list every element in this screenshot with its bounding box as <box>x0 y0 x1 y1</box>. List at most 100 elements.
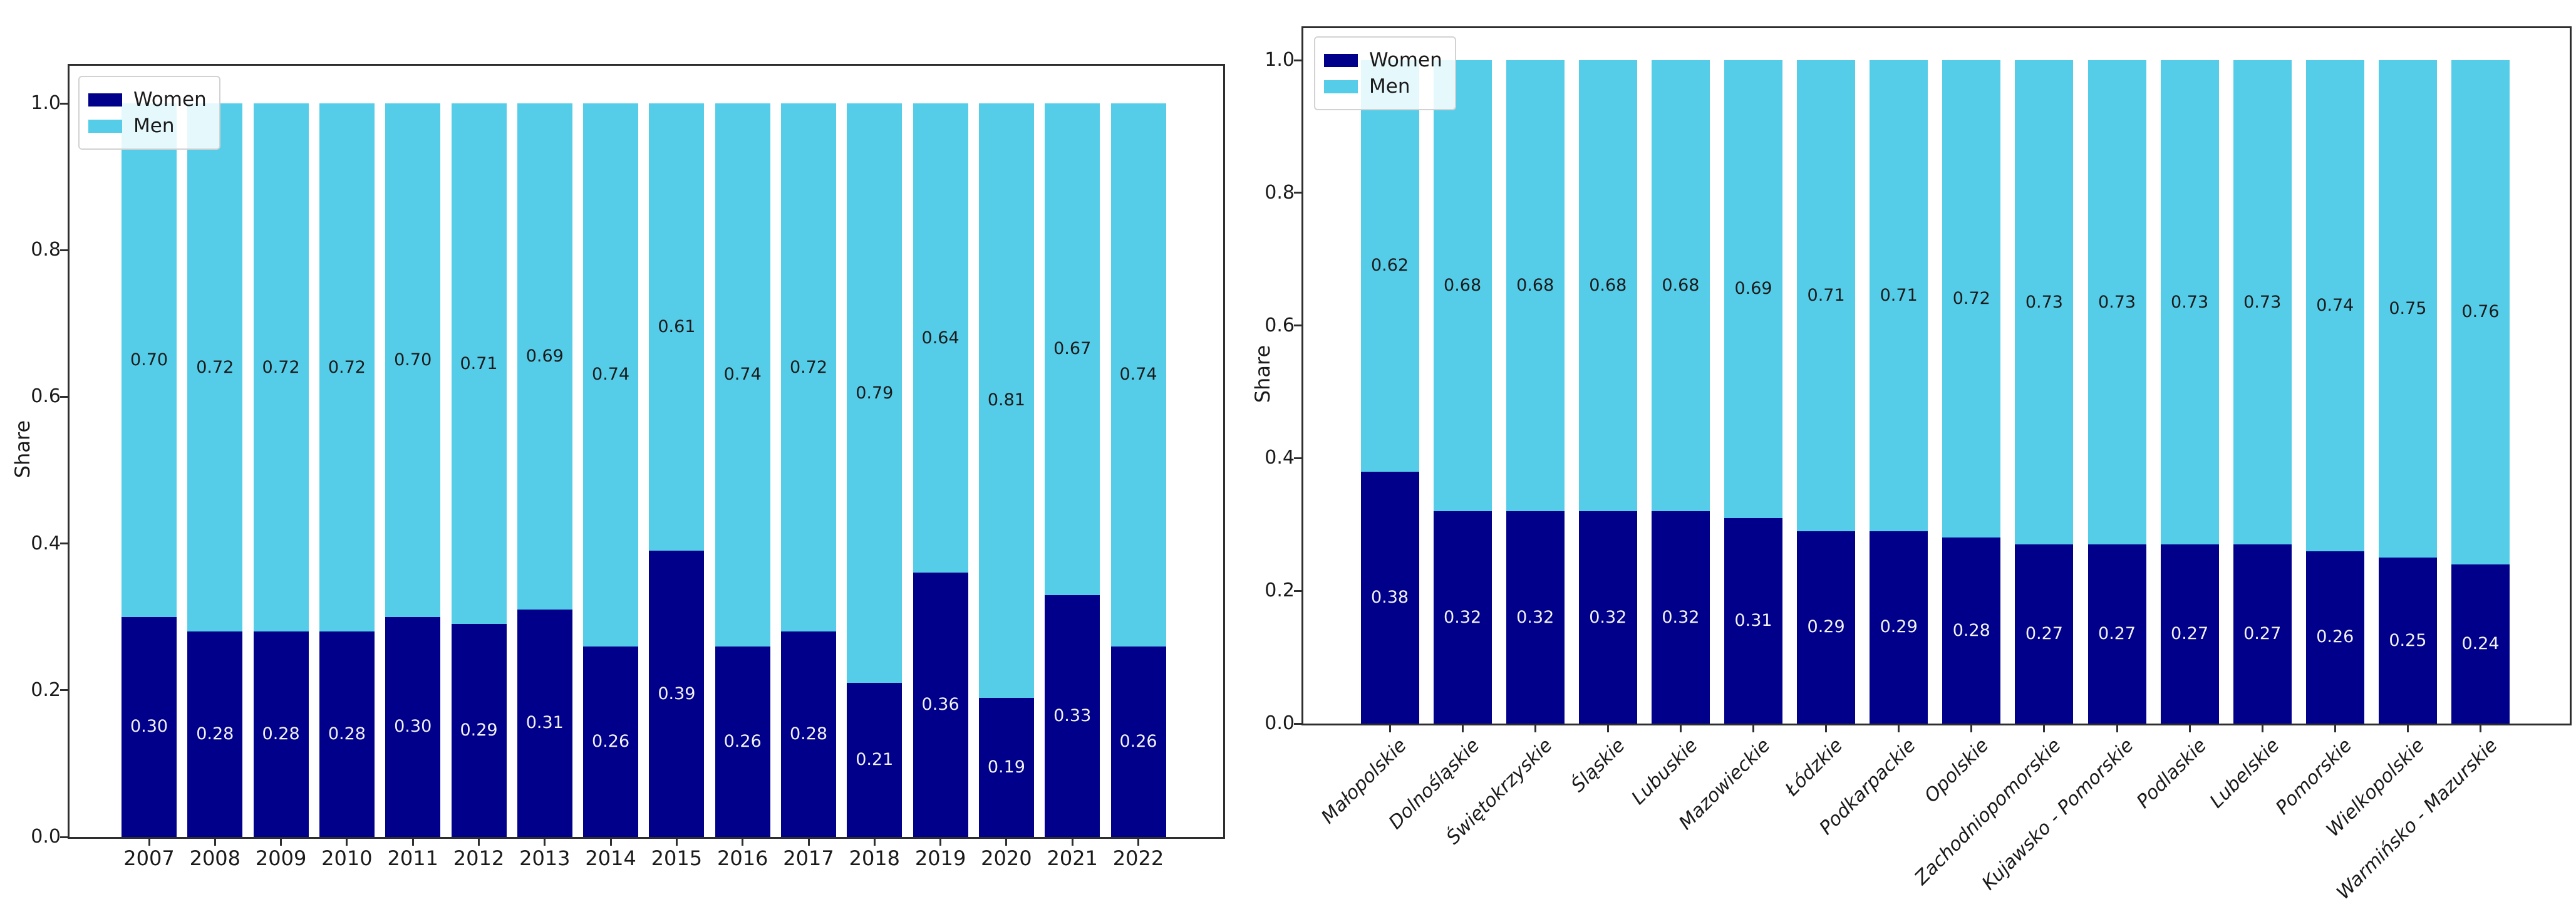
y-tick-mark <box>60 836 68 838</box>
bar-value-label: 0.27 <box>2025 624 2063 644</box>
bar-segment-women <box>1578 511 1637 724</box>
x-tick-mark <box>1679 725 1682 732</box>
bar-value-label: 0.68 <box>1662 276 1700 296</box>
x-tick-mark <box>1825 725 1828 732</box>
bar-segment-men <box>1360 60 1419 472</box>
bar-segment-women <box>1870 531 1928 724</box>
x-tick-mark <box>214 839 216 846</box>
bar-segment-men <box>1942 60 2001 538</box>
bar-value-label: 0.73 <box>2098 292 2136 312</box>
y-tick-mark <box>60 543 68 545</box>
x-tick-label: 2009 <box>255 846 307 870</box>
bar-value-label: 0.75 <box>2389 299 2427 319</box>
y-tick-mark <box>60 689 68 692</box>
bar-segment-women <box>1651 511 1710 724</box>
bar-segment-women <box>2015 544 2074 724</box>
bar-segment-women <box>1506 511 1565 724</box>
x-tick-mark <box>1461 725 1464 732</box>
bar-segment-women <box>1433 511 1492 724</box>
bar-segment-women <box>2160 544 2219 724</box>
bar-value-label: 0.26 <box>1119 731 1157 751</box>
bar-segment-women <box>583 646 639 837</box>
x-tick-mark <box>675 839 678 846</box>
bar-segment-women <box>847 683 903 837</box>
x-tick-label: Śląskie <box>1566 734 1630 797</box>
bar-value-label: 0.19 <box>987 757 1025 777</box>
bar-value-label: 0.74 <box>1119 365 1157 385</box>
bar-segment-men <box>1433 60 1492 512</box>
bar-value-label: 0.32 <box>1589 607 1627 627</box>
legend-swatch-women <box>1324 53 1358 67</box>
x-tick-label: Zachodniopomorskie <box>1910 734 2066 890</box>
bar-value-label: 0.28 <box>328 724 366 744</box>
bar-segment-men <box>517 103 572 610</box>
bar-segment-men <box>1578 60 1637 512</box>
bar-segment-women <box>1045 595 1100 837</box>
y-axis-title-text: Share <box>11 420 34 479</box>
x-tick-mark <box>346 839 348 846</box>
bar-segment-men <box>1870 60 1928 531</box>
x-tick-label: 2010 <box>321 846 373 870</box>
bar-segment-women <box>122 616 177 837</box>
yearly-share-chart-figure: Share Women Men 0.0 0.2 0.4 0.6 0.8 1.0 0.30 0.… <box>0 0 1246 914</box>
bar-segment-women <box>319 631 375 837</box>
x-tick-mark <box>1898 725 1900 732</box>
bar-segment-men <box>781 103 836 632</box>
bar-segment-men <box>1045 103 1100 595</box>
y-tick-label: 0.2 <box>1265 579 1295 602</box>
bar-value-label: 0.71 <box>1807 285 1845 305</box>
y-tick-mark <box>60 395 68 398</box>
bar-segment-men <box>2160 60 2219 545</box>
bar-value-label: 0.68 <box>1444 276 1482 296</box>
bar-segment-women <box>451 624 507 837</box>
bar-value-label: 0.72 <box>196 357 234 377</box>
legend: Women Men <box>1314 36 1456 110</box>
bar-value-label: 0.24 <box>2461 633 2500 653</box>
bar-value-label: 0.31 <box>525 713 564 733</box>
bar-segment-men <box>122 103 177 617</box>
bar-segment-women <box>1797 531 1856 724</box>
x-tick-label: Kujawsko - Pomorskie <box>1978 734 2139 895</box>
bar-value-label: 0.32 <box>1516 607 1554 627</box>
bar-value-label: 0.74 <box>723 365 762 385</box>
bar-value-label: 0.33 <box>1053 705 1092 725</box>
bar-value-label: 0.30 <box>130 717 168 737</box>
bar-segment-men <box>2378 60 2437 558</box>
bar-segment-women <box>517 609 572 837</box>
x-tick-mark <box>2406 725 2409 732</box>
bar-segment-men <box>1724 60 1782 518</box>
bar-value-label: 0.27 <box>2098 624 2136 644</box>
bar-segment-men <box>978 103 1034 698</box>
y-tick-label: 0.4 <box>31 532 61 554</box>
bar-value-label: 0.26 <box>2316 627 2354 647</box>
bar-value-label: 0.21 <box>856 750 894 770</box>
y-tick-label: 0.0 <box>31 826 61 848</box>
bar-value-label: 0.67 <box>1053 339 1092 359</box>
bar-segment-men <box>451 103 507 625</box>
bar-segment-women <box>781 631 836 837</box>
y-tick-label: 1.0 <box>31 92 61 114</box>
bar-segment-women <box>1110 646 1166 837</box>
regional-share-plot-area: Women Men 0.0 0.2 0.4 0.6 0.8 1.0 0.38 0.62 Mało… <box>1265 26 2572 904</box>
x-tick-mark <box>2116 725 2118 732</box>
legend-swatch-women <box>88 93 122 106</box>
bar-segment-men <box>2087 60 2146 545</box>
bar-value-label: 0.28 <box>262 724 300 744</box>
x-tick-mark <box>2188 725 2191 732</box>
bar-segment-women <box>253 631 309 837</box>
bar-value-label: 0.28 <box>196 724 234 744</box>
bar-segment-women <box>715 646 770 837</box>
x-tick-mark <box>1534 725 1536 732</box>
bar-value-label: 0.69 <box>1734 279 1772 299</box>
y-tick-mark <box>1294 457 1301 459</box>
bar-segment-men <box>583 103 639 647</box>
x-tick-label: Lubelskie <box>2205 734 2284 813</box>
x-tick-label: Lubuskie <box>1627 734 1702 809</box>
legend-label-women: Women <box>133 88 207 111</box>
bar-value-label: 0.31 <box>1734 610 1772 630</box>
bar-segment-men <box>187 103 243 632</box>
bar-value-label: 0.74 <box>2316 295 2354 315</box>
x-tick-mark <box>2334 725 2336 732</box>
bar-value-label: 0.76 <box>2461 302 2500 322</box>
bar-segment-women <box>1724 517 1782 724</box>
